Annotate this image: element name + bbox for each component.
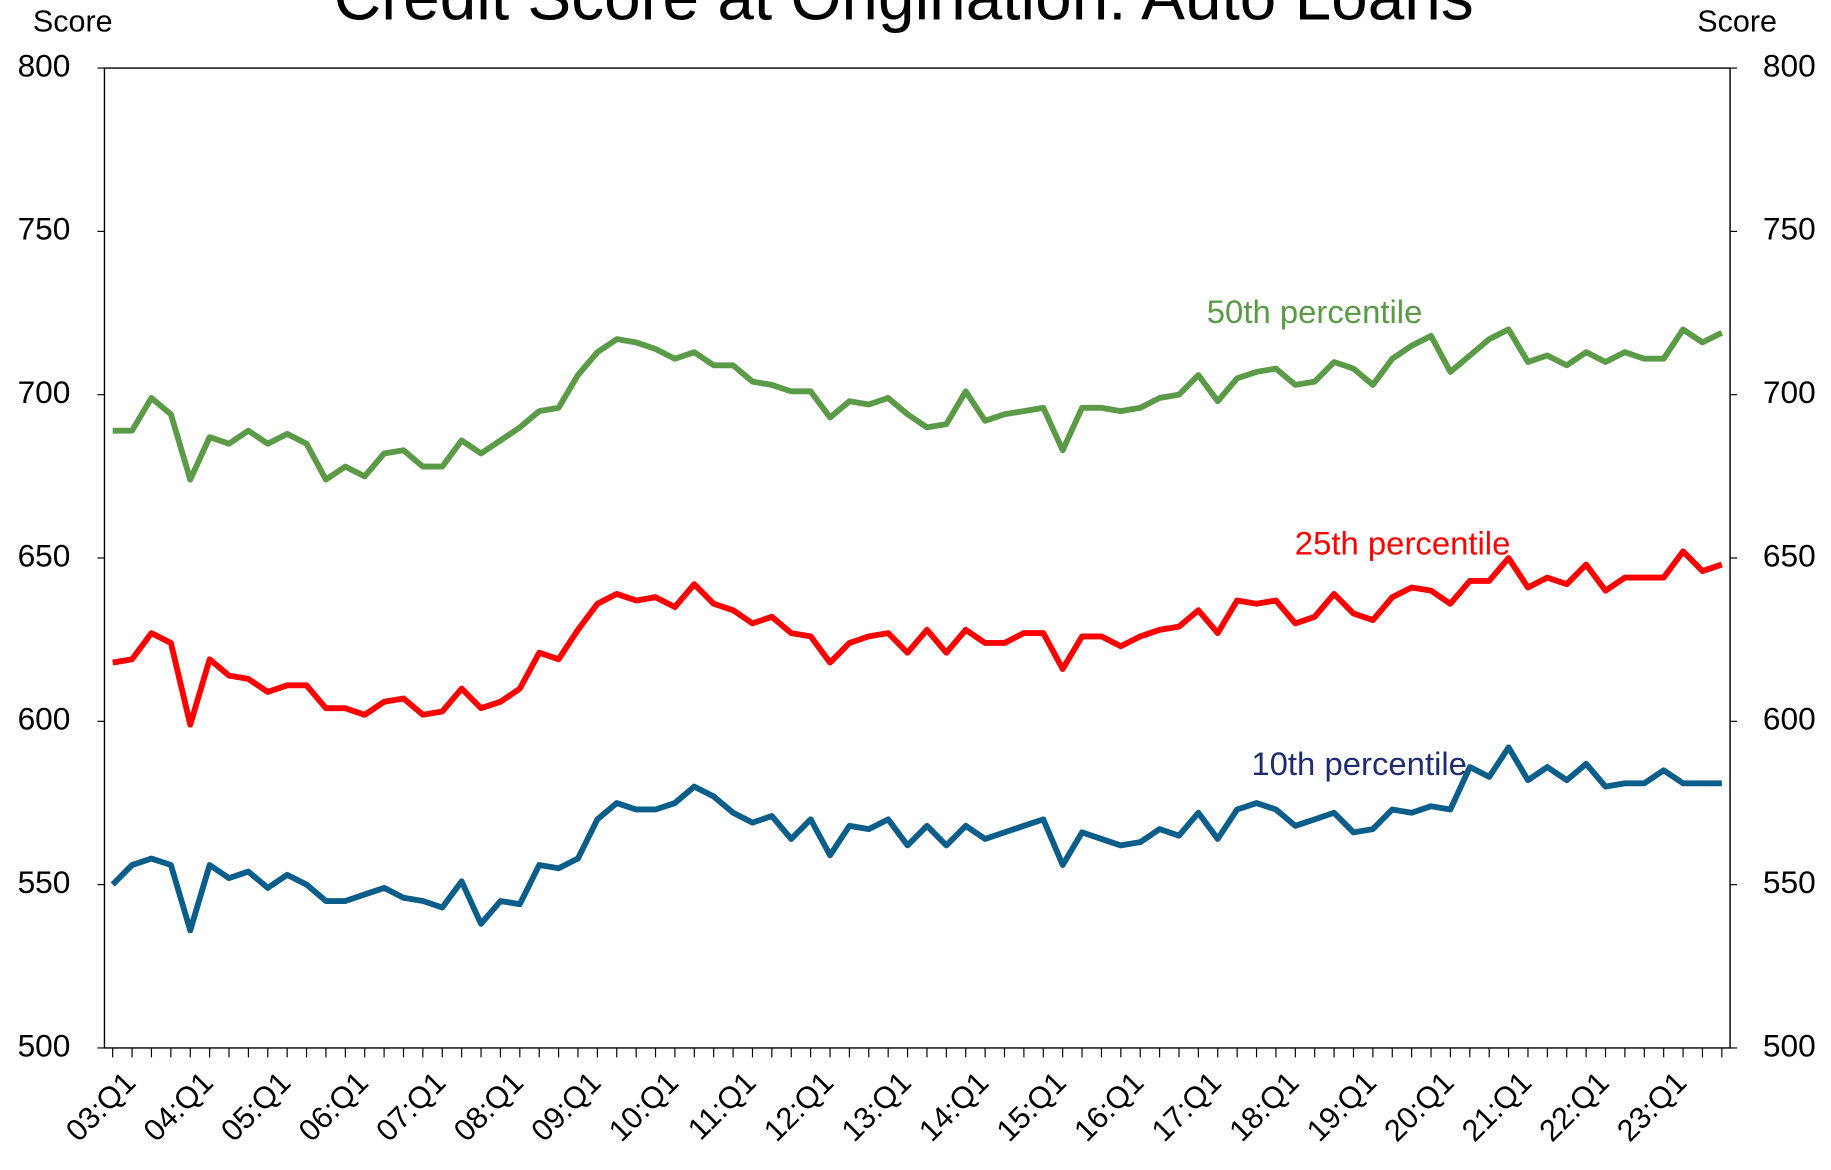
y2-tick-label: 800 xyxy=(1763,47,1816,83)
x-tick-label: 06:Q1 xyxy=(292,1065,375,1148)
y2-tick-label: 550 xyxy=(1763,864,1816,900)
y-tick-label: 600 xyxy=(18,701,71,737)
x-tick-label: 18:Q1 xyxy=(1223,1065,1306,1148)
x-tick-label: 05:Q1 xyxy=(215,1065,298,1148)
x-tick-label: 11:Q1 xyxy=(681,1065,762,1146)
x-tick-label: 08:Q1 xyxy=(447,1065,530,1148)
y2-tick-label: 500 xyxy=(1763,1027,1816,1063)
y2-tick-label: 600 xyxy=(1763,701,1816,737)
y-tick-label: 800 xyxy=(18,47,71,83)
x-tick-label: 07:Q1 xyxy=(370,1065,453,1148)
x-tick-label: 20:Q1 xyxy=(1378,1065,1461,1148)
series-annotation: 25th percentile xyxy=(1295,524,1511,561)
series-annotation: 50th percentile xyxy=(1207,293,1423,330)
series-annotation: 10th percentile xyxy=(1251,745,1467,782)
x-tick-label: 04:Q1 xyxy=(137,1065,220,1148)
x-tick-label: 21:Q1 xyxy=(1455,1065,1538,1148)
x-tick-label: 10:Q1 xyxy=(602,1065,685,1148)
x-tick-label: 16:Q1 xyxy=(1068,1065,1151,1148)
x-tick-label: 19:Q1 xyxy=(1300,1065,1383,1148)
x-tick-label: 13:Q1 xyxy=(835,1065,918,1148)
y2-tick-label: 700 xyxy=(1763,374,1816,410)
x-tick-label: 22:Q1 xyxy=(1533,1065,1616,1148)
y-axis-label: Score xyxy=(33,5,113,39)
y-tick-label: 650 xyxy=(18,537,71,573)
y2-axis-label: Score xyxy=(1697,5,1777,39)
x-tick-label: 17:Q1 xyxy=(1145,1065,1228,1148)
series-line xyxy=(110,744,1722,934)
y-tick-label: 500 xyxy=(18,1027,71,1063)
y-tick-label: 750 xyxy=(18,211,71,247)
chart-title: Credit Score at Origination: Auto Loans xyxy=(334,0,1474,34)
y2-tick-label: 650 xyxy=(1763,537,1816,573)
series-line xyxy=(112,548,1723,728)
x-tick-label: 15:Q1 xyxy=(990,1065,1073,1148)
y-tick-label: 550 xyxy=(18,864,71,900)
x-tick-label: 09:Q1 xyxy=(525,1065,608,1148)
y2-tick-label: 750 xyxy=(1763,211,1816,247)
x-tick-label: 23:Q1 xyxy=(1610,1065,1693,1148)
x-tick-label: 12:Q1 xyxy=(757,1065,840,1148)
x-tick-label: 03:Q1 xyxy=(59,1065,142,1148)
y-tick-label: 700 xyxy=(18,374,71,410)
series-line xyxy=(112,326,1724,483)
x-tick-label: 14:Q1 xyxy=(913,1065,996,1148)
